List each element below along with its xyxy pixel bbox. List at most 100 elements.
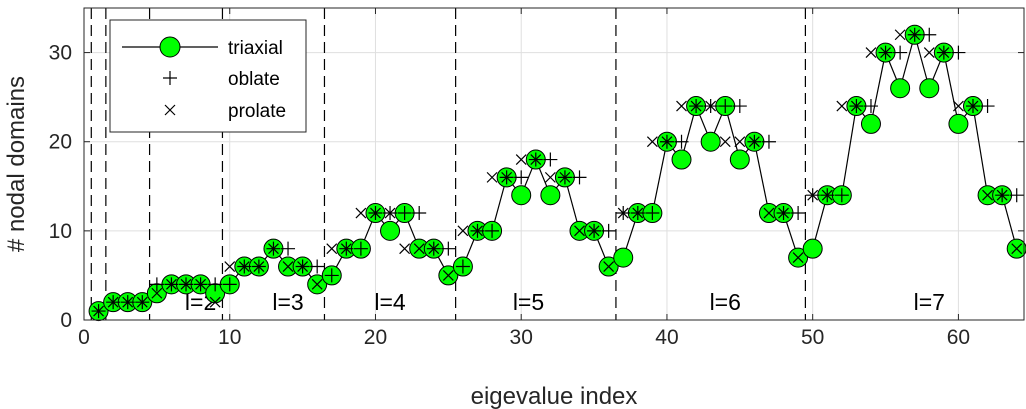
prolate-point [807, 189, 819, 201]
prolate-point [282, 261, 294, 272]
triaxial-point [540, 185, 561, 206]
prolate-point [850, 100, 862, 112]
prolate-point [180, 278, 192, 290]
prolate-point [676, 100, 687, 112]
prolate-point [224, 261, 236, 272]
prolate-point [909, 29, 921, 41]
oblate-point [455, 259, 470, 274]
x-tick-label: 10 [218, 326, 241, 349]
oblate-point [353, 241, 368, 256]
triaxial-point [613, 247, 634, 268]
prolate-point [268, 243, 279, 255]
prolate-point [880, 47, 891, 58]
prolate-point [107, 296, 119, 308]
prolate-point [792, 252, 804, 264]
x-tick-label: 60 [947, 326, 970, 349]
prolate-point [122, 296, 134, 308]
oblate-point [572, 170, 587, 185]
prolate-point [486, 171, 498, 183]
prolate-point [253, 261, 265, 272]
y-tick-label: 30 [49, 42, 72, 65]
prolate-point [938, 47, 950, 58]
prolate-point [719, 136, 731, 148]
prolate-point [209, 296, 221, 308]
x-axis-label: eigevalue index [471, 383, 638, 409]
triaxial-point [948, 113, 969, 134]
x-tick-label: 0 [78, 326, 90, 349]
y-axis-label: # nodal domains [3, 76, 30, 252]
region-label: l=4 [374, 289, 406, 315]
prolate-point [297, 261, 309, 272]
x-tick-label: 30 [510, 326, 533, 349]
oblate-point [951, 45, 966, 60]
triaxial-point [700, 131, 721, 152]
oblate-point [149, 277, 164, 292]
ticks: 0 10 20 30 40 50 60 0 10 20 30 [49, 8, 1024, 349]
oblate-point [310, 259, 325, 274]
prolate-point [646, 136, 658, 148]
legend-box [109, 19, 307, 133]
prolate-point [340, 243, 352, 255]
prolate-point [1011, 243, 1023, 255]
oblate-point [922, 27, 937, 42]
legend-label-triaxial: triaxial [228, 38, 283, 59]
region-label: l=5 [513, 289, 544, 315]
oblate-point [397, 206, 412, 221]
oblate-point [761, 134, 776, 149]
prolate-point [748, 136, 760, 148]
prolate-point [952, 100, 964, 112]
prolate-point [690, 100, 702, 112]
prolate-point [734, 136, 746, 148]
prolate-point [821, 189, 833, 201]
prolate-point [617, 207, 629, 219]
region-label: l=3 [272, 289, 303, 315]
legend-triaxial-marker [159, 36, 181, 58]
prolate-point [311, 278, 323, 290]
prolate-point [778, 207, 789, 219]
triaxial-point [729, 149, 750, 170]
prolate-point [559, 171, 571, 183]
prolate-point [544, 171, 556, 183]
axes-box [83, 7, 1025, 321]
prolate-point [894, 29, 906, 41]
oblate-point [834, 188, 849, 203]
triaxial-point [671, 149, 692, 170]
plot-series [88, 24, 1026, 322]
oblate-point [485, 223, 500, 238]
region-label: l=7 [914, 289, 945, 315]
x-tick-label: 50 [801, 326, 824, 349]
x-tick-label: 20 [364, 326, 387, 349]
legend: triaxial oblate prolate [109, 19, 307, 133]
oblate-point [543, 152, 558, 167]
oblate-point [980, 99, 995, 114]
prolate-point [384, 207, 396, 219]
oblate-point [674, 134, 689, 149]
prolate-point [326, 243, 338, 255]
prolate-point [632, 207, 644, 219]
triaxial-point [919, 78, 940, 99]
prolate-point [574, 225, 585, 237]
triaxial-point [802, 238, 823, 259]
prolate-point [515, 154, 527, 165]
prolate-point [923, 47, 935, 58]
oblate-point [893, 45, 908, 60]
prolate-point [136, 296, 148, 308]
prolate-point [195, 278, 207, 290]
prolate-point [428, 243, 440, 255]
prolate-point [93, 305, 104, 317]
prolate-point [238, 261, 250, 272]
oblate-point [645, 206, 660, 221]
oblate-point [412, 206, 427, 221]
oblate-point [601, 223, 616, 238]
prolate-point [501, 171, 513, 183]
oblate-point [441, 241, 456, 256]
oblate-point [222, 277, 237, 292]
oblate-point [324, 268, 339, 283]
prolate-point [472, 225, 483, 237]
prolate-point [967, 100, 979, 112]
prolate-point [530, 154, 542, 165]
legend-label-prolate: prolate [228, 101, 286, 122]
triaxial-point [511, 185, 532, 206]
x-tick-label: 40 [655, 326, 678, 349]
